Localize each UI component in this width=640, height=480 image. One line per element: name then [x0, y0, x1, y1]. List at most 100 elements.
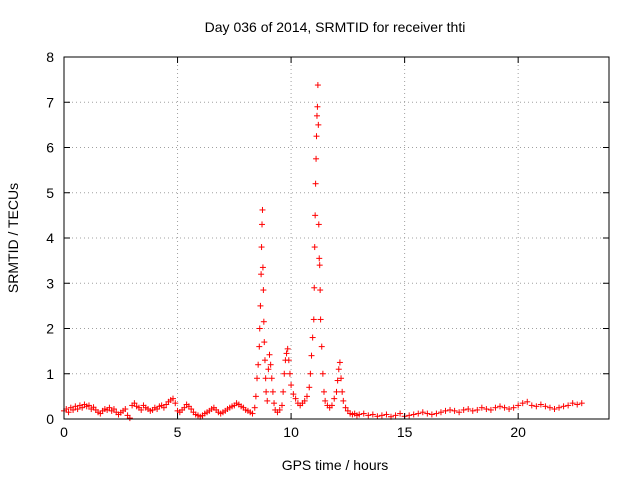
- data-point: [392, 412, 399, 419]
- data-point: [318, 343, 325, 350]
- data-point: [290, 391, 297, 398]
- data-point: [492, 404, 499, 411]
- data-point: [258, 271, 265, 278]
- data-point: [312, 180, 319, 187]
- data-point: [313, 133, 320, 140]
- y-tick-label: 8: [46, 49, 54, 65]
- data-point: [301, 397, 308, 404]
- data-point: [106, 404, 113, 411]
- data-point: [313, 112, 320, 119]
- data-point: [70, 406, 77, 413]
- data-point: [311, 244, 318, 251]
- data-point: [281, 370, 288, 377]
- data-point: [254, 375, 261, 382]
- data-point: [307, 370, 314, 377]
- data-point: [424, 410, 431, 417]
- data-point: [261, 357, 268, 364]
- data-point: [565, 402, 572, 409]
- data-point: [497, 403, 503, 410]
- data-point: [437, 409, 444, 416]
- data-point: [369, 411, 376, 418]
- data-point: [321, 388, 328, 395]
- data-point: [528, 402, 535, 409]
- data-point: [319, 370, 326, 377]
- data-point: [256, 343, 263, 350]
- data-point: [259, 206, 266, 213]
- data-point: [292, 395, 299, 402]
- data-point: [259, 221, 266, 228]
- data-point: [269, 388, 276, 395]
- data-point: [406, 412, 413, 419]
- data-point: [315, 221, 322, 228]
- data-point: [251, 404, 258, 411]
- data-point: [447, 406, 454, 413]
- data-point: [286, 370, 293, 377]
- data-point: [249, 410, 256, 417]
- data-point: [267, 361, 274, 368]
- data-point: [74, 406, 81, 413]
- data-point: [312, 212, 319, 219]
- data-point: [309, 334, 316, 341]
- data-point: [410, 411, 417, 418]
- data-point: [428, 411, 435, 418]
- data-point: [310, 316, 317, 323]
- data-point: [519, 400, 526, 407]
- data-point: [271, 400, 278, 407]
- data-point: [551, 406, 558, 413]
- x-tick-label: 10: [283, 424, 299, 440]
- data-point: [311, 284, 318, 291]
- data-point: [313, 155, 320, 162]
- data-point: [263, 388, 270, 395]
- data-point: [316, 255, 323, 262]
- data-point: [469, 407, 476, 414]
- data-point: [314, 103, 321, 110]
- data-point: [314, 82, 321, 89]
- data-point: [546, 404, 553, 411]
- x-tick-labels: 0 5 10 15 20: [60, 424, 526, 440]
- data-point: [181, 404, 188, 411]
- data-point: [415, 410, 422, 417]
- data-point: [342, 404, 349, 411]
- axis-ticks: [63, 56, 609, 420]
- data-point: [556, 404, 563, 411]
- data-point: [515, 402, 522, 409]
- x-tick-label: 20: [510, 424, 526, 440]
- data-point: [433, 410, 440, 417]
- data-point: [383, 411, 390, 418]
- data-point: [365, 412, 372, 419]
- data-point: [170, 395, 176, 402]
- data-point: [308, 352, 315, 359]
- data-point: [279, 402, 285, 409]
- data-point: [65, 409, 72, 416]
- data-point: [259, 264, 266, 271]
- data-point: [460, 406, 467, 413]
- data-point: [560, 403, 567, 410]
- data-point: [339, 388, 346, 395]
- data-point: [338, 375, 345, 382]
- chart-title: Day 036 of 2014, SRMTID for receiver tht…: [205, 19, 466, 35]
- data-point: [257, 302, 264, 309]
- data-point: [340, 397, 347, 404]
- y-tick-label: 5: [46, 185, 54, 201]
- data-point: [533, 403, 540, 410]
- data-point: [315, 121, 322, 128]
- y-axis-label: SRMTID / TECUs: [5, 183, 21, 293]
- data-point: [317, 316, 324, 323]
- data-point: [284, 345, 291, 352]
- data-point: [264, 397, 271, 404]
- data-point: [483, 406, 490, 413]
- data-point: [537, 401, 544, 408]
- data-point: [335, 366, 342, 373]
- data-point: [451, 407, 458, 414]
- data-point: [110, 406, 117, 413]
- data-point: [260, 287, 267, 294]
- data-point: [255, 361, 262, 368]
- grid-lines: [64, 57, 609, 419]
- data-point: [138, 406, 145, 413]
- data-point: [265, 366, 272, 373]
- data-point: [122, 406, 129, 413]
- x-tick-label: 15: [397, 424, 413, 440]
- data-points: [61, 82, 585, 422]
- data-point: [126, 415, 133, 422]
- data-point: [160, 404, 167, 411]
